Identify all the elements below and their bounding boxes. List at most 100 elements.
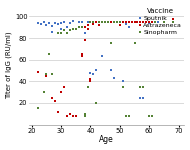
Astrazeneca xyxy=(127,21,130,23)
Astrazeneca xyxy=(145,21,148,23)
Sinopharm xyxy=(80,26,83,28)
Sputnik xyxy=(36,22,39,24)
X-axis label: Age: Age xyxy=(99,135,114,144)
Sinopharm xyxy=(104,21,107,23)
Astrazeneca xyxy=(133,21,136,23)
Astrazeneca xyxy=(142,21,145,23)
Sputnik xyxy=(104,21,107,23)
Sinopharm xyxy=(60,31,63,34)
Sinopharm xyxy=(148,115,151,117)
Sinopharm xyxy=(83,112,86,115)
Astrazeneca xyxy=(109,21,112,23)
Astrazeneca xyxy=(139,21,142,23)
Sputnik xyxy=(151,21,154,23)
Sinopharm xyxy=(151,115,154,117)
Astrazeneca xyxy=(98,24,101,26)
Sinopharm xyxy=(77,26,80,28)
Sputnik xyxy=(121,80,124,83)
Sinopharm xyxy=(121,85,124,88)
Sputnik xyxy=(60,28,63,31)
Astrazeneca xyxy=(54,100,57,102)
Sinopharm xyxy=(115,21,118,23)
Sputnik xyxy=(118,21,121,23)
Astrazeneca xyxy=(86,28,89,31)
Sinopharm xyxy=(107,21,110,23)
Astrazeneca xyxy=(57,110,60,113)
Astrazeneca xyxy=(45,75,48,77)
Legend: Sputnik, Astrazeneca, Sinopharm: Sputnik, Astrazeneca, Sinopharm xyxy=(138,8,183,36)
Astrazeneca xyxy=(68,112,71,115)
Sinopharm xyxy=(171,21,174,23)
Sputnik xyxy=(42,21,45,23)
Astrazeneca xyxy=(80,55,83,58)
Astrazeneca xyxy=(83,26,86,28)
Sputnik xyxy=(133,21,136,23)
Astrazeneca xyxy=(115,21,118,23)
Sputnik xyxy=(51,30,54,33)
Sinopharm xyxy=(36,107,39,110)
Astrazeneca xyxy=(101,21,104,23)
Sinopharm xyxy=(83,115,86,117)
Sinopharm xyxy=(95,102,98,104)
Sinopharm xyxy=(68,29,71,32)
Sinopharm xyxy=(162,21,165,23)
Sputnik xyxy=(92,73,95,75)
Sputnik xyxy=(154,21,157,23)
Sputnik xyxy=(162,21,165,23)
Sputnik xyxy=(71,20,74,22)
Sinopharm xyxy=(98,21,101,23)
Sputnik xyxy=(157,21,160,23)
Sputnik xyxy=(130,21,133,23)
Astrazeneca xyxy=(71,115,74,117)
Sputnik xyxy=(60,22,63,24)
Sputnik xyxy=(39,23,42,25)
Sputnik xyxy=(89,71,92,74)
Sputnik xyxy=(54,22,57,24)
Astrazeneca xyxy=(130,21,133,23)
Sinopharm xyxy=(142,85,145,88)
Sputnik xyxy=(48,22,51,24)
Sinopharm xyxy=(127,115,130,117)
Astrazeneca xyxy=(66,115,69,117)
Sinopharm xyxy=(42,91,45,93)
Sputnik xyxy=(86,21,89,23)
Sputnik xyxy=(77,21,80,23)
Sinopharm xyxy=(92,21,95,23)
Astrazeneca xyxy=(107,21,110,23)
Sputnik xyxy=(57,23,60,25)
Sinopharm xyxy=(63,29,66,32)
Sputnik xyxy=(107,21,110,23)
Sinopharm xyxy=(154,21,157,23)
Y-axis label: Titer of IgG (RU/ml): Titer of IgG (RU/ml) xyxy=(6,31,12,99)
Sinopharm xyxy=(86,85,89,88)
Astrazeneca xyxy=(121,21,124,23)
Sinopharm xyxy=(118,21,121,23)
Sinopharm xyxy=(45,73,48,75)
Sputnik xyxy=(101,55,104,58)
Astrazeneca xyxy=(171,17,174,20)
Sputnik xyxy=(63,21,66,23)
Astrazeneca xyxy=(154,21,157,23)
Sinopharm xyxy=(109,42,112,45)
Astrazeneca xyxy=(162,21,165,23)
Sinopharm xyxy=(89,21,92,23)
Sputnik xyxy=(80,21,83,23)
Sputnik xyxy=(51,25,54,27)
Astrazeneca xyxy=(112,21,116,23)
Sputnik xyxy=(139,96,142,99)
Astrazeneca xyxy=(118,24,121,26)
Astrazeneca xyxy=(151,21,154,23)
Astrazeneca xyxy=(51,96,54,99)
Sinopharm xyxy=(74,28,77,31)
Sputnik xyxy=(68,22,71,24)
Sputnik xyxy=(142,96,145,99)
Sputnik xyxy=(115,21,118,23)
Sputnik xyxy=(45,24,48,26)
Astrazeneca xyxy=(148,21,151,23)
Sinopharm xyxy=(66,31,69,34)
Astrazeneca xyxy=(36,70,39,73)
Astrazeneca xyxy=(63,85,66,88)
Astrazeneca xyxy=(95,21,98,23)
Sputnik xyxy=(112,77,116,79)
Astrazeneca xyxy=(104,21,107,23)
